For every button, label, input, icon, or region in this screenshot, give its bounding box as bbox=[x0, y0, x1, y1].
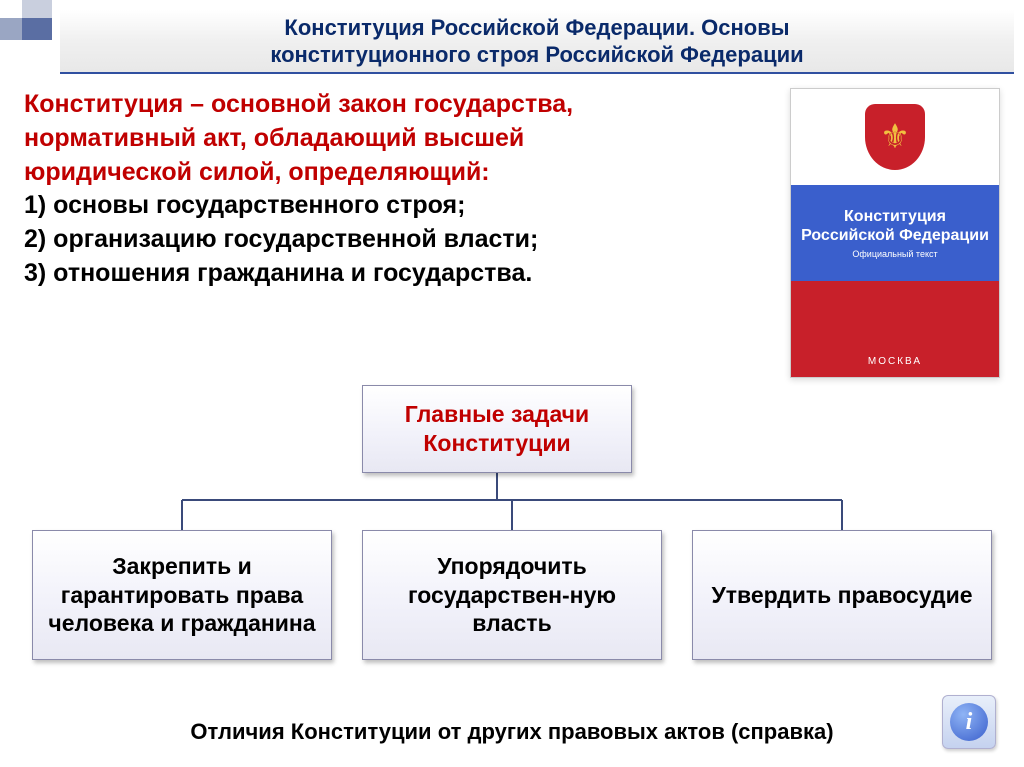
definition-block: Конституция – основной закон государства… bbox=[24, 88, 664, 291]
footer-text: Отличия Конституции от других правовых а… bbox=[0, 719, 1024, 745]
flag-stripe-red: МОСКВА bbox=[791, 281, 999, 377]
definition-heading: Конституция – основной закон государства… bbox=[24, 90, 573, 186]
diagram-child-box: Упорядочить государствен-ную власть bbox=[362, 530, 662, 660]
decor-square bbox=[22, 0, 52, 18]
constitution-book-image: ⚜ Конституция Российской Федерации Офици… bbox=[790, 88, 1000, 378]
slide-title: Конституция Российской Федерации. Основы… bbox=[270, 14, 803, 69]
book-title-1: Конституция bbox=[844, 208, 946, 225]
definition-item: 3) отношения гражданина и государства. bbox=[24, 259, 532, 287]
decor-square bbox=[22, 18, 52, 40]
flag-stripe-blue: Конституция Российской Федерации Официал… bbox=[791, 185, 999, 281]
book-city: МОСКВА bbox=[868, 356, 922, 377]
title-line2: конституционного строя Российской Федера… bbox=[270, 42, 803, 67]
definition-item: 1) основы государственного строя; bbox=[24, 191, 465, 219]
info-button[interactable]: i bbox=[942, 695, 996, 749]
diagram-child-box: Закрепить и гарантировать права человека… bbox=[32, 530, 332, 660]
diagram-child-box: Утвердить правосудие bbox=[692, 530, 992, 660]
definition-item: 2) организацию государственной власти; bbox=[24, 225, 538, 253]
diagram-root-box: Главные задачи Конституции bbox=[362, 385, 632, 473]
book-title: Конституция Российской Федерации bbox=[801, 207, 989, 245]
info-icon: i bbox=[950, 703, 988, 741]
book-subtitle: Официальный текст bbox=[852, 249, 937, 259]
book-title-2: Российской Федерации bbox=[801, 227, 989, 244]
title-line1: Конституция Российской Федерации. Основы bbox=[284, 15, 789, 40]
corner-decor bbox=[0, 0, 60, 40]
emblem-icon: ⚜ bbox=[865, 104, 925, 170]
slide-title-bar: Конституция Российской Федерации. Основы… bbox=[60, 10, 1014, 74]
decor-square bbox=[0, 18, 22, 40]
flag-stripe-white: ⚜ bbox=[791, 89, 999, 185]
